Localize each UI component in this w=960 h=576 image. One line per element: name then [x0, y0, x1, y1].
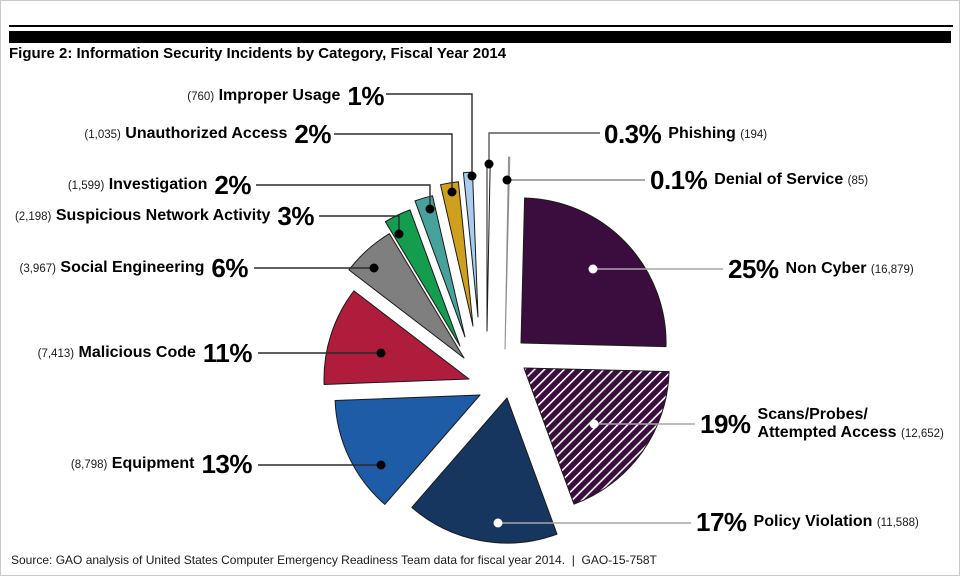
leader-dot-policy — [493, 518, 503, 528]
pct-label-dos: 0.1% — [650, 165, 708, 195]
label-text-group: (1,035) Unauthorized Access — [84, 125, 287, 143]
category-name-policy: Policy Violation — [753, 513, 873, 530]
label-text-group: Scans/Probes/Attempted Access (12,652) — [758, 406, 944, 442]
count-label-malicious: (7,413) — [37, 348, 75, 360]
label-policy: 17% Policy Violation (11,588) — [696, 509, 919, 535]
slice-investigation — [414, 195, 466, 338]
label-scans: 19% Scans/Probes/Attempted Access (12,652… — [700, 406, 944, 442]
label-text-group: (7,413) Malicious Code — [38, 344, 196, 362]
label-text-group: (1,599) Investigation — [68, 176, 208, 194]
pct-label-equipment: 13% — [201, 449, 252, 479]
leader-dot-social — [369, 263, 379, 273]
label-social: (3,967) Social Engineering 6% — [20, 255, 249, 281]
leader-dot-equipment — [376, 460, 386, 470]
leader-dot-unauthorized — [447, 187, 457, 197]
category-name-equipment: Equipment — [111, 455, 195, 472]
leader-dot-dos — [502, 175, 512, 185]
category-name-scans: Scans/Probes/Attempted Access — [757, 406, 897, 441]
leader-improper — [386, 93, 473, 176]
count-label-dos: (85) — [847, 175, 869, 187]
count-label-phishing: (194) — [740, 129, 768, 141]
label-phishing: 0.3% Phishing (194) — [604, 121, 767, 147]
label-text-group: Denial of Service (85) — [714, 171, 868, 189]
label-text-group: Phishing (194) — [668, 125, 767, 143]
slice-policy — [411, 397, 558, 544]
category-name-noncyber: Non Cyber — [785, 260, 867, 277]
leader-unauthorized — [334, 133, 453, 192]
count-label-equipment: (8,798) — [70, 459, 108, 471]
label-text-group: Policy Violation (11,588) — [754, 513, 919, 531]
top-rule — [9, 25, 953, 27]
pct-label-malicious: 11% — [202, 338, 253, 368]
category-name-improper: Improper Usage — [218, 87, 341, 104]
count-label-investigation: (1,599) — [67, 180, 105, 192]
figure-title: Figure 2: Information Security Incidents… — [9, 45, 507, 62]
slice-social — [348, 233, 465, 359]
count-label-scans: (12,652) — [901, 428, 944, 440]
slice-unauthorized — [440, 181, 474, 327]
label-text-group: (3,967) Social Engineering — [20, 259, 205, 277]
pct-label-policy: 17% — [696, 507, 747, 537]
pct-label-phishing: 0.3% — [604, 119, 662, 149]
pct-label-noncyber: 25% — [728, 254, 779, 284]
pct-label-scans: 19% — [700, 409, 751, 439]
label-malicious: (7,413) Malicious Code 11% — [38, 338, 253, 368]
leader-investigation — [256, 184, 431, 209]
category-name-phishing: Phishing — [668, 125, 736, 142]
category-name-investigation: Investigation — [108, 176, 208, 193]
slice-phishing — [486, 162, 491, 332]
label-text-group: Non Cyber (16,879) — [786, 260, 914, 278]
top-bar — [9, 31, 951, 43]
leader-dot-scans — [589, 419, 599, 429]
count-label-policy: (11,588) — [876, 517, 919, 529]
leader-suspicious — [319, 215, 400, 234]
slice-suspicious — [384, 209, 461, 347]
label-unauthorized: (1,035) Unauthorized Access 2% — [84, 121, 331, 147]
label-suspicious: (2,198) Suspicious Network Activity 3% — [15, 201, 315, 231]
category-name-malicious: Malicious Code — [78, 344, 196, 361]
pct-label-suspicious: 3% — [277, 201, 314, 231]
pct-label-unauthorized: 2% — [294, 119, 331, 149]
leader-dot-suspicious — [394, 229, 404, 239]
label-dos: 0.1% Denial of Service (85) — [650, 167, 868, 193]
leader-phishing — [488, 132, 600, 164]
category-name-suspicious: Suspicious Network Activity — [55, 207, 271, 224]
leader-dot-malicious — [376, 348, 386, 358]
count-label-unauthorized: (1,035) — [84, 129, 121, 141]
category-name-social: Social Engineering — [60, 259, 205, 276]
label-text-group: (760) Improper Usage — [187, 87, 340, 105]
slice-dos — [504, 156, 511, 350]
leader-dot-noncyber — [588, 264, 598, 274]
source-note: Source: GAO analysis of United States Co… — [11, 553, 657, 567]
slice-scans — [523, 367, 670, 505]
slice-equipment — [334, 394, 481, 505]
count-label-suspicious: (2,198) — [14, 211, 52, 223]
label-text-group: (2,198) Suspicious Network Activity — [15, 207, 270, 225]
slice-malicious — [323, 290, 470, 385]
pct-label-social: 6% — [211, 253, 248, 283]
category-name-unauthorized: Unauthorized Access — [125, 125, 288, 142]
leader-dot-phishing — [484, 159, 494, 169]
label-equipment: (8,798) Equipment 13% — [71, 449, 253, 479]
label-investigation: (1,599) Investigation 2% — [68, 170, 252, 200]
count-label-noncyber: (16,879) — [870, 264, 914, 276]
pct-label-improper: 1% — [347, 81, 384, 111]
category-name-dos: Denial of Service — [714, 171, 844, 188]
leader-dot-investigation — [425, 204, 435, 214]
count-label-social: (3,967) — [19, 263, 56, 275]
count-label-improper: (760) — [187, 91, 215, 103]
leader-dot-improper — [467, 171, 477, 181]
label-improper: (760) Improper Usage 1% — [187, 83, 384, 109]
pct-label-investigation: 2% — [214, 170, 251, 200]
label-noncyber: 25% Non Cyber (16,879) — [728, 256, 914, 282]
label-text-group: (8,798) Equipment — [71, 455, 195, 473]
